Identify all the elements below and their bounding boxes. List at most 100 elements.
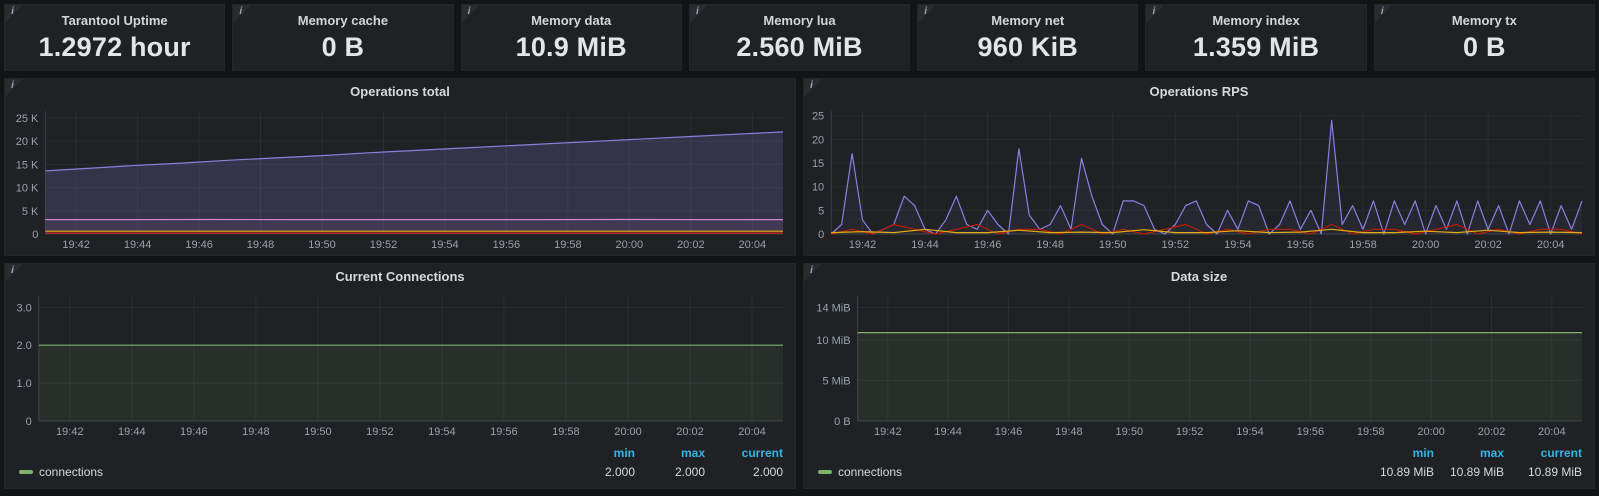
svg-text:5: 5 (818, 205, 824, 217)
stat-title[interactable]: Memory lua (763, 13, 836, 28)
svg-text:20:02: 20:02 (1474, 239, 1502, 251)
svg-text:0: 0 (26, 416, 32, 428)
panel-info-icon[interactable]: i (461, 5, 480, 23)
legend-header-row: min max current (818, 444, 1582, 462)
chart-operations-total[interactable]: 0 5 K 10 K 15 K 20 K 25 K 19:42 19:44 19:46 19:48… (7, 104, 791, 253)
panel-info-icon[interactable]: i (1146, 5, 1165, 23)
stat-value: 1.2972 hour (38, 31, 191, 62)
stat-panel-memory-data: i Memory data 10.9 MiB (460, 4, 682, 71)
panel-title[interactable]: Data size (1170, 269, 1228, 284)
svg-text:0: 0 (818, 229, 824, 241)
svg-text:15: 15 (812, 158, 824, 170)
legend-value-row: connections 10.89 MiB 10.89 MiB 10.89 Mi… (818, 462, 1582, 482)
svg-text:19:50: 19:50 (304, 426, 332, 438)
svg-text:20:00: 20:00 (614, 426, 642, 438)
svg-text:19:58: 19:58 (554, 239, 582, 251)
stat-panel-memory-index: i Memory index 1.359 MiB (1145, 4, 1367, 71)
panel-info-icon[interactable]: i (918, 5, 937, 23)
stat-value: 10.9 MiB (515, 31, 627, 62)
svg-text:20:02: 20:02 (1478, 426, 1506, 438)
panel-info-icon[interactable]: i (689, 5, 708, 23)
legend-current-value: 2.000 (752, 465, 783, 479)
chart-row-bottom: i Current Connections 0 1.0 2.0 3.0 19:42 19:… (4, 263, 1595, 489)
svg-text:3.0: 3.0 (17, 302, 32, 314)
panel-title[interactable]: Operations total (350, 84, 450, 99)
svg-text:19:50: 19:50 (1116, 426, 1144, 438)
stat-title[interactable]: Tarantool Uptime (61, 13, 168, 28)
svg-text:19:48: 19:48 (1055, 426, 1083, 438)
legend-min-value: 10.89 MiB (1379, 465, 1434, 479)
legend-header-max[interactable]: max (680, 446, 705, 460)
chart-current-connections[interactable]: 0 1.0 2.0 3.0 19:42 19:44 19:46 19:48 19:50 19:52… (7, 289, 791, 440)
svg-text:20:00: 20:00 (616, 239, 644, 251)
stat-panel-memory-net: i Memory net 960 KiB (917, 4, 1139, 71)
stat-title[interactable]: Memory data (531, 13, 612, 28)
legend-series-toggle[interactable]: connections (818, 465, 1364, 479)
legend-series-toggle[interactable]: connections (19, 465, 565, 479)
panel-title[interactable]: Operations RPS (1149, 84, 1249, 99)
panel-info-icon[interactable]: i (1374, 5, 1393, 23)
svg-text:19:44: 19:44 (124, 239, 152, 251)
svg-text:19:58: 19:58 (1349, 239, 1377, 251)
svg-text:20:04: 20:04 (1538, 426, 1566, 438)
chart-operations-rps[interactable]: 0 5 10 15 20 25 19:42 19:44 19:46 19:48 19:50 19:52… (806, 104, 1590, 253)
svg-text:20:04: 20:04 (738, 426, 766, 438)
svg-text:20:00: 20:00 (1412, 239, 1440, 251)
svg-text:19:44: 19:44 (911, 239, 939, 251)
svg-text:5 MiB: 5 MiB (822, 375, 850, 387)
legend-header-max[interactable]: max (1479, 446, 1504, 460)
svg-text:19:50: 19:50 (308, 239, 336, 251)
svg-text:19:52: 19:52 (1162, 239, 1190, 251)
stat-title[interactable]: Memory tx (1451, 13, 1517, 28)
svg-text:19:48: 19:48 (1036, 239, 1064, 251)
svg-text:19:42: 19:42 (56, 426, 84, 438)
svg-text:20:02: 20:02 (677, 239, 705, 251)
svg-text:19:56: 19:56 (493, 239, 521, 251)
stat-row: i Tarantool Uptime 1.2972 hour i Memory … (4, 4, 1595, 71)
chart-data-size[interactable]: 0 B 5 MiB 10 MiB 14 MiB 19:42 19:44 19:46 19:48… (806, 289, 1590, 440)
svg-text:10 MiB: 10 MiB (816, 335, 850, 347)
svg-text:5 K: 5 K (22, 206, 39, 218)
legend-value-row: connections 2.000 2.000 2.000 (19, 462, 783, 482)
svg-text:14 MiB: 14 MiB (816, 302, 850, 314)
legend-header-min[interactable]: min (613, 446, 635, 460)
svg-text:10 K: 10 K (16, 183, 39, 195)
svg-text:10: 10 (812, 182, 824, 194)
legend-header-min[interactable]: min (1412, 446, 1434, 460)
svg-text:20 K: 20 K (16, 136, 39, 148)
svg-text:25 K: 25 K (16, 113, 39, 125)
legend-max-value: 10.89 MiB (1449, 465, 1504, 479)
svg-text:20:04: 20:04 (739, 239, 767, 251)
svg-text:0: 0 (32, 229, 38, 241)
stat-title[interactable]: Memory net (991, 13, 1065, 28)
panel-info-icon[interactable]: i (5, 5, 23, 23)
svg-text:19:42: 19:42 (849, 239, 877, 251)
svg-text:19:54: 19:54 (1236, 426, 1264, 438)
legend-header-current[interactable]: current (741, 446, 783, 460)
svg-text:1.0: 1.0 (17, 378, 32, 390)
stat-title[interactable]: Memory index (1212, 13, 1300, 28)
legend-max-value: 2.000 (674, 465, 705, 479)
svg-text:20:02: 20:02 (676, 426, 704, 438)
stat-panel-uptime: i Tarantool Uptime 1.2972 hour (4, 4, 226, 71)
svg-text:19:42: 19:42 (62, 239, 90, 251)
svg-text:19:42: 19:42 (874, 426, 902, 438)
legend-min-value: 2.000 (604, 465, 635, 479)
series-color-swatch-icon (818, 470, 832, 474)
svg-text:19:48: 19:48 (247, 239, 275, 251)
svg-text:19:48: 19:48 (242, 426, 270, 438)
svg-text:19:44: 19:44 (118, 426, 146, 438)
stat-title[interactable]: Memory cache (297, 13, 389, 28)
stat-panel-memory-tx: i Memory tx 0 B (1373, 4, 1595, 71)
svg-text:19:52: 19:52 (1176, 426, 1204, 438)
svg-text:19:52: 19:52 (370, 239, 398, 251)
legend: min max current connections 10.89 MiB 10… (804, 442, 1594, 488)
legend-series-label: connections (39, 465, 104, 479)
panel-title[interactable]: Current Connections (335, 269, 465, 284)
legend-header-current[interactable]: current (1540, 446, 1582, 460)
stat-panel-memory-lua: i Memory lua 2.560 MiB (688, 4, 911, 71)
panel-info-icon[interactable]: i (233, 5, 252, 23)
stat-value: 2.560 MiB (736, 31, 863, 62)
